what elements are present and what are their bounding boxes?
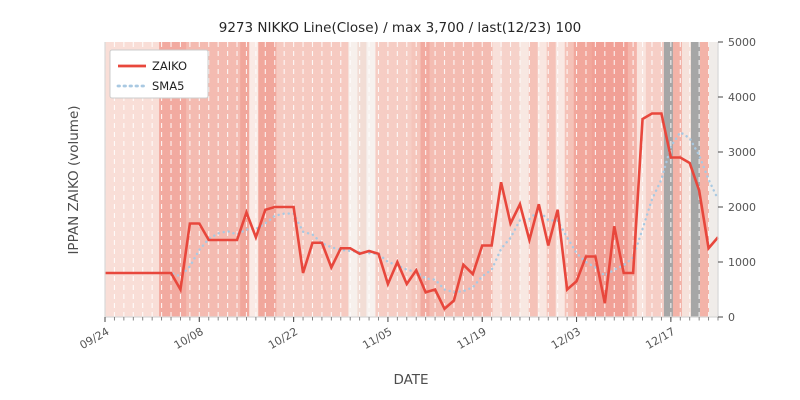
series-zaiko xyxy=(105,112,719,311)
background-band xyxy=(177,42,187,317)
legend-box xyxy=(109,49,209,99)
background-band xyxy=(303,42,313,317)
y-tick-label: 5000 xyxy=(728,36,756,49)
background-band xyxy=(483,42,494,317)
x-tick-label: 09/24 xyxy=(77,325,111,352)
background-band xyxy=(150,42,160,317)
background-band xyxy=(249,42,259,317)
background-band xyxy=(330,42,340,317)
background-band xyxy=(294,42,304,317)
background-band xyxy=(168,42,178,317)
background-band xyxy=(699,42,710,317)
background-band xyxy=(159,42,169,317)
background-band xyxy=(114,42,124,317)
x-axis-ticks: 09/24 10/08 10/22 11/05 11/19 12/03 12/17 xyxy=(77,317,719,352)
background-band xyxy=(681,42,692,317)
background-band xyxy=(384,42,395,317)
x-tick-label: 10/22 xyxy=(266,325,300,352)
legend[interactable]: ZAIKO SMA5 xyxy=(109,49,209,99)
x-tick-label: 10/08 xyxy=(172,325,206,352)
y-tick-label: 1000 xyxy=(728,256,756,269)
x-tick-label: 11/05 xyxy=(360,325,394,352)
background-band xyxy=(141,42,151,317)
background-band xyxy=(429,42,440,317)
background-band xyxy=(654,42,665,317)
background-band xyxy=(312,42,322,317)
background-band xyxy=(132,42,142,317)
background-band xyxy=(348,42,359,317)
background-band xyxy=(186,42,196,317)
y-axis-ticks: 0 1000 2000 3000 4000 5000 xyxy=(718,36,756,324)
background-band xyxy=(285,42,295,317)
background-band xyxy=(465,42,476,317)
background-band xyxy=(591,42,602,317)
background-band xyxy=(600,42,611,317)
background-band xyxy=(366,42,377,317)
background-band xyxy=(636,42,647,317)
background-band xyxy=(573,42,584,317)
background-band xyxy=(645,42,656,317)
legend-label-sma5: SMA5 xyxy=(152,79,184,93)
x-tick-label: 12/03 xyxy=(549,325,583,352)
zaiko-line xyxy=(105,112,719,311)
background-band xyxy=(708,42,719,317)
background-band xyxy=(663,42,674,317)
background-band xyxy=(258,42,268,317)
legend-label-zaiko: ZAIKO xyxy=(152,59,187,73)
background-band xyxy=(537,42,548,317)
axes-spines xyxy=(104,42,719,318)
background-band xyxy=(546,42,557,317)
chart-title: 9273 NIKKO Line(Close) / max 3,700 / las… xyxy=(219,20,582,36)
background-band xyxy=(582,42,593,317)
background-band xyxy=(276,42,286,317)
background-band xyxy=(195,42,205,317)
y-tick-label: 3000 xyxy=(728,146,756,159)
background-band xyxy=(564,42,575,317)
background-band xyxy=(528,42,539,317)
background-band xyxy=(492,42,503,317)
background-band xyxy=(447,42,458,317)
background-band xyxy=(321,42,331,317)
background-band xyxy=(231,42,241,317)
y-axis-label: IPPAN ZAIKO (volume) xyxy=(66,105,82,254)
background-band xyxy=(339,42,349,317)
background-band xyxy=(375,42,386,317)
y-tick-label: 0 xyxy=(728,311,735,324)
y-tick-label: 2000 xyxy=(728,201,756,214)
background-band xyxy=(438,42,449,317)
background-band xyxy=(240,42,250,317)
background-band xyxy=(672,42,683,317)
background-band xyxy=(357,42,368,317)
background-band xyxy=(501,42,512,317)
background-band xyxy=(474,42,485,317)
background-band xyxy=(456,42,467,317)
background-band xyxy=(267,42,277,317)
y-tick-label: 4000 xyxy=(728,91,756,104)
background-band xyxy=(510,42,521,317)
x-tick-label: 11/19 xyxy=(455,325,489,352)
background-band xyxy=(222,42,232,317)
background-band xyxy=(123,42,133,317)
background-band xyxy=(105,42,115,317)
x-axis-label: DATE xyxy=(393,372,428,388)
x-tick-label: 12/17 xyxy=(643,325,677,352)
background-band xyxy=(519,42,530,317)
background-band xyxy=(393,42,404,317)
background-band xyxy=(555,42,566,317)
